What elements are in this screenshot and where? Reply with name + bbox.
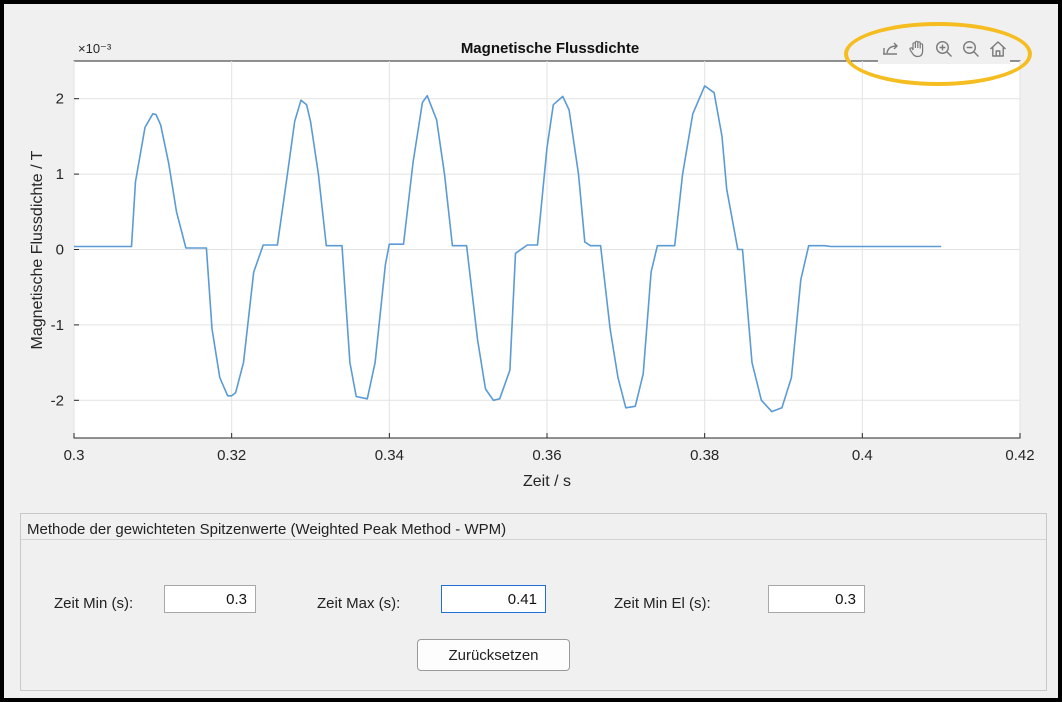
x-tick-label: 0.3 xyxy=(64,447,85,464)
zoom-in-icon[interactable] xyxy=(932,37,956,61)
flux-density-chart[interactable]: 0.3 0.32 0.34 0.36 0.38 0.4 0.42 -2 -1 0 1 2 Magnet… xyxy=(4,4,1058,509)
series-line xyxy=(74,85,942,413)
reset-button[interactable]: Zurücksetzen xyxy=(417,639,570,671)
y-axis-label: Magnetische Flussdichte / T xyxy=(29,150,46,349)
chart-title: Magnetische Flussdichte xyxy=(461,40,639,57)
zeit-max-label: Zeit Max (s): xyxy=(317,595,401,612)
y-tick-label: 2 xyxy=(56,91,64,108)
pan-hand-icon[interactable] xyxy=(905,37,929,61)
panel-title: Methode der gewichteten Spitzenwerte (We… xyxy=(21,514,1046,540)
y-exponent-label: ×10⁻³ xyxy=(78,41,112,56)
x-tick-label: 0.34 xyxy=(375,447,404,464)
x-tick-label: 0.38 xyxy=(690,447,719,464)
zoom-out-icon[interactable] xyxy=(959,37,983,61)
home-restore-icon[interactable] xyxy=(986,37,1010,61)
zeit-max-input[interactable] xyxy=(441,585,546,613)
app-window: 0.3 0.32 0.34 0.36 0.38 0.4 0.42 -2 -1 0 1 2 Magnet… xyxy=(4,4,1058,698)
zeit-min-el-input[interactable] xyxy=(768,585,865,613)
y-tick-label: -2 xyxy=(51,392,64,409)
wpm-panel: Methode der gewichteten Spitzenwerte (We… xyxy=(20,513,1047,691)
y-tick-label: 0 xyxy=(56,242,64,259)
x-tick-label: 0.36 xyxy=(532,447,561,464)
zeit-min-input[interactable] xyxy=(164,585,256,613)
y-tick-label: 1 xyxy=(56,166,64,183)
export-icon[interactable] xyxy=(878,37,902,61)
y-tick-label: -1 xyxy=(51,317,64,334)
zeit-min-label: Zeit Min (s): xyxy=(54,595,134,612)
x-tick-label: 0.4 xyxy=(852,447,873,464)
axes-toolbar xyxy=(878,34,1010,64)
tick-labels: 0.3 0.32 0.34 0.36 0.38 0.4 0.42 -2 -1 0 1 2 xyxy=(51,91,1035,464)
zeit-min-el-label: Zeit Min El (s): xyxy=(614,595,711,612)
x-tick-label: 0.32 xyxy=(217,447,246,464)
x-tick-label: 0.42 xyxy=(1005,447,1034,464)
grid-lines xyxy=(73,61,1021,438)
x-axis-label: Zeit / s xyxy=(523,473,571,490)
